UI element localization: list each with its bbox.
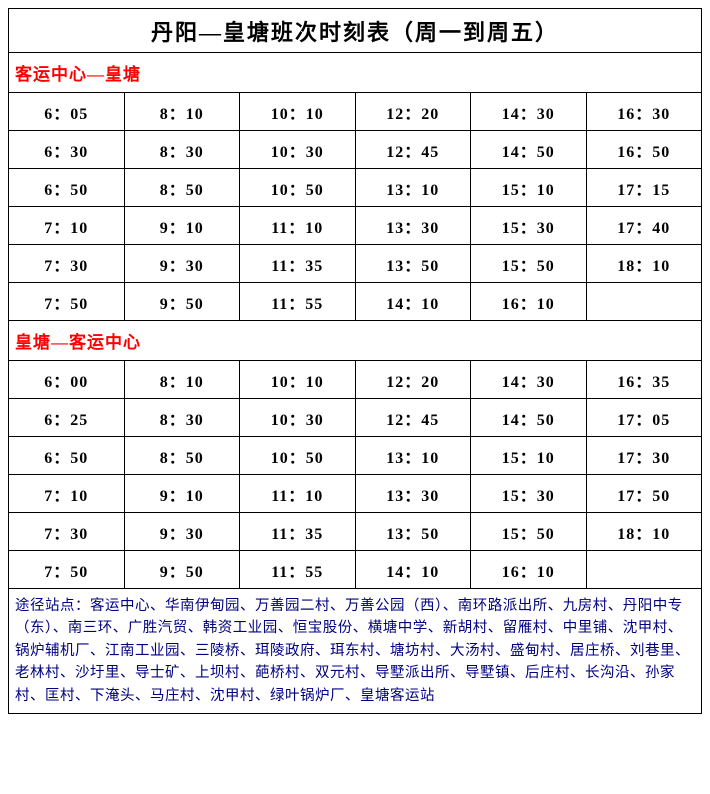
time-cell: 15：30 — [471, 475, 587, 513]
section1-header: 客运中心—皇塘 — [9, 53, 702, 93]
time-cell: 17：40 — [586, 207, 702, 245]
time-cell: 9：30 — [124, 245, 240, 283]
table-row: 7：50 9：50 11：55 14：10 16：10 — [9, 551, 702, 589]
time-cell: 14：50 — [471, 131, 587, 169]
table-row: 6：05 8：10 10：10 12：20 14：30 16：30 — [9, 93, 702, 131]
time-cell: 6：00 — [9, 361, 125, 399]
time-cell: 7：30 — [9, 513, 125, 551]
time-cell: 15：10 — [471, 437, 587, 475]
time-cell — [586, 283, 702, 321]
time-cell: 15：50 — [471, 245, 587, 283]
footer-row: 途径站点：客运中心、华南伊甸园、万善园二村、万善公园（西）、南环路派出所、九房村… — [9, 589, 702, 714]
time-cell: 15：10 — [471, 169, 587, 207]
timetable-container: 丹阳—皇塘班次时刻表（周一到周五） 客运中心—皇塘 6：05 8：10 10：1… — [0, 0, 710, 722]
time-cell: 6：30 — [9, 131, 125, 169]
table-row: 7：30 9：30 11：35 13：50 15：50 18：10 — [9, 245, 702, 283]
table-row: 7：10 9：10 11：10 13：30 15：30 17：40 — [9, 207, 702, 245]
time-cell: 11：35 — [240, 513, 356, 551]
time-cell: 14：30 — [471, 361, 587, 399]
time-cell: 8：30 — [124, 131, 240, 169]
time-cell: 17：15 — [586, 169, 702, 207]
time-cell: 9：10 — [124, 475, 240, 513]
time-cell: 9：50 — [124, 283, 240, 321]
time-cell: 16：35 — [586, 361, 702, 399]
time-cell: 16：30 — [586, 93, 702, 131]
time-cell: 12：20 — [355, 361, 471, 399]
time-cell: 15：30 — [471, 207, 587, 245]
time-cell: 18：10 — [586, 513, 702, 551]
time-cell: 6：25 — [9, 399, 125, 437]
time-cell: 9：30 — [124, 513, 240, 551]
time-cell: 7：50 — [9, 551, 125, 589]
time-cell: 8：50 — [124, 169, 240, 207]
section2-header: 皇塘—客运中心 — [9, 321, 702, 361]
time-cell: 8：30 — [124, 399, 240, 437]
time-cell: 13：50 — [355, 245, 471, 283]
time-cell: 11：10 — [240, 207, 356, 245]
title-row: 丹阳—皇塘班次时刻表（周一到周五） — [9, 9, 702, 53]
time-cell: 13：30 — [355, 207, 471, 245]
time-cell: 12：20 — [355, 93, 471, 131]
time-cell: 14：50 — [471, 399, 587, 437]
time-cell: 13：30 — [355, 475, 471, 513]
time-cell: 8：10 — [124, 93, 240, 131]
route-stations: 途径站点：客运中心、华南伊甸园、万善园二村、万善公园（西）、南环路派出所、九房村… — [9, 589, 702, 714]
time-cell: 17：50 — [586, 475, 702, 513]
time-cell: 6：05 — [9, 93, 125, 131]
time-cell: 13：10 — [355, 169, 471, 207]
time-cell: 11：55 — [240, 551, 356, 589]
table-row: 6：50 8：50 10：50 13：10 15：10 17：30 — [9, 437, 702, 475]
time-cell: 14：10 — [355, 551, 471, 589]
time-cell: 7：50 — [9, 283, 125, 321]
time-cell: 14：10 — [355, 283, 471, 321]
time-cell — [586, 551, 702, 589]
time-cell: 16：50 — [586, 131, 702, 169]
section1-header-row: 客运中心—皇塘 — [9, 53, 702, 93]
time-cell: 10：30 — [240, 399, 356, 437]
time-cell: 13：50 — [355, 513, 471, 551]
table-row: 6：00 8：10 10：10 12：20 14：30 16：35 — [9, 361, 702, 399]
time-cell: 12：45 — [355, 399, 471, 437]
time-cell: 7：30 — [9, 245, 125, 283]
time-cell: 7：10 — [9, 475, 125, 513]
time-cell: 8：50 — [124, 437, 240, 475]
time-cell: 16：10 — [471, 283, 587, 321]
timetable: 丹阳—皇塘班次时刻表（周一到周五） 客运中心—皇塘 6：05 8：10 10：1… — [8, 8, 702, 714]
time-cell: 8：10 — [124, 361, 240, 399]
time-cell: 7：10 — [9, 207, 125, 245]
time-cell: 11：55 — [240, 283, 356, 321]
table-row: 6：25 8：30 10：30 12：45 14：50 17：05 — [9, 399, 702, 437]
time-cell: 14：30 — [471, 93, 587, 131]
time-cell: 17：30 — [586, 437, 702, 475]
time-cell: 10：50 — [240, 437, 356, 475]
table-row: 7：10 9：10 11：10 13：30 15：30 17：50 — [9, 475, 702, 513]
table-row: 7：30 9：30 11：35 13：50 15：50 18：10 — [9, 513, 702, 551]
time-cell: 11：10 — [240, 475, 356, 513]
time-cell: 10：10 — [240, 93, 356, 131]
time-cell: 10：30 — [240, 131, 356, 169]
time-cell: 16：10 — [471, 551, 587, 589]
table-row: 6：50 8：50 10：50 13：10 15：10 17：15 — [9, 169, 702, 207]
time-cell: 18：10 — [586, 245, 702, 283]
time-cell: 9：10 — [124, 207, 240, 245]
time-cell: 13：10 — [355, 437, 471, 475]
table-row: 6：30 8：30 10：30 12：45 14：50 16：50 — [9, 131, 702, 169]
time-cell: 10：10 — [240, 361, 356, 399]
time-cell: 11：35 — [240, 245, 356, 283]
time-cell: 6：50 — [9, 169, 125, 207]
time-cell: 17：05 — [586, 399, 702, 437]
time-cell: 15：50 — [471, 513, 587, 551]
time-cell: 10：50 — [240, 169, 356, 207]
time-cell: 12：45 — [355, 131, 471, 169]
time-cell: 9：50 — [124, 551, 240, 589]
time-cell: 6：50 — [9, 437, 125, 475]
section2-header-row: 皇塘—客运中心 — [9, 321, 702, 361]
table-row: 7：50 9：50 11：55 14：10 16：10 — [9, 283, 702, 321]
page-title: 丹阳—皇塘班次时刻表（周一到周五） — [9, 9, 702, 53]
